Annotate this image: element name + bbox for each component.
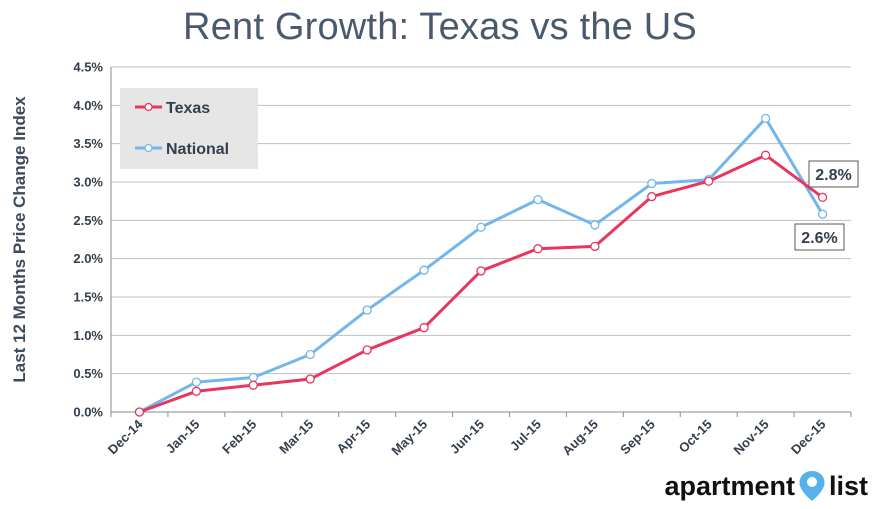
y-tick-label: 3.0% [73,175,103,190]
x-tick-label: Sep-15 [617,417,658,458]
data-point-national [760,113,771,124]
legend-box [120,88,258,169]
legend: Texas National [120,88,258,169]
y-tick-label: 0.5% [73,366,103,381]
x-tick-label: Mar-15 [276,417,316,457]
data-point-texas [704,176,714,186]
y-tick-label: 1.5% [73,290,103,305]
callout-box [794,223,845,251]
x-tick-label: Aug-15 [559,417,601,459]
y-tick-label: 4.0% [73,98,103,113]
x-tick-label: Jan-15 [163,417,203,457]
legend-label-national: National [166,141,229,158]
data-point-texas [533,244,543,254]
data-point-texas [305,374,315,384]
x-tick-label: Jun-15 [447,417,487,457]
x-tick-label: Feb-15 [219,417,259,457]
y-axis-label: Last 12 Months Price Change Index [10,96,29,383]
x-tick-label: May-15 [388,417,430,459]
apartment-list-logo: apartment list [664,469,868,503]
legend-label-texas: Texas [166,100,210,117]
data-point-national [191,377,202,387]
data-point-national [817,209,828,219]
data-point-national [476,222,486,232]
data-point-texas [191,386,202,396]
y-tick-label: 0.0% [73,405,103,420]
data-point-texas [760,150,771,160]
y-tick-label: 2.0% [73,251,103,266]
callout-box [808,160,859,188]
data-point-texas [248,380,258,390]
legend-marker-national [144,143,153,153]
data-point-texas [590,241,600,252]
data-point-national [419,265,429,275]
y-axis-ticks: 0.0% 0.5% 1.0% 1.5% 2.0% 2.5% 3.0% 3.5% 4.0% 4.5% [73,60,103,420]
data-point-texas [647,191,657,202]
data-point-texas [134,407,145,417]
x-tick-label: Apr-15 [334,417,374,457]
x-tick-label: Jul-15 [507,417,544,454]
y-tick-label: 2.5% [73,213,103,228]
data-point-texas [476,266,486,276]
logo-text-left: apartment [664,470,795,501]
callout-label: 2.8% [815,167,851,184]
y-tick-label: 1.0% [73,328,103,343]
series-lines [134,113,828,417]
y-tick-label: 3.5% [73,136,103,151]
x-tick-label: Dec-15 [788,417,829,458]
chart-title: Rent Growth: Texas vs the US [183,6,697,48]
data-point-texas [817,192,828,202]
map-pin-icon [799,471,825,501]
x-tick-label: Oct-15 [676,417,715,456]
callout-label: 2.6% [801,230,837,247]
data-point-national [590,220,600,230]
data-point-national [362,305,372,315]
data-point-national [647,178,657,189]
logo-text-right: list [828,470,868,501]
legend-marker-texas [144,102,153,112]
data-point-national [305,349,315,360]
callouts: 2.8% 2.6% [794,160,859,251]
data-point-national [533,194,543,205]
data-point-national [248,372,258,383]
x-tick-label: Nov-15 [730,417,771,458]
y-tick-label: 4.5% [73,60,103,75]
data-point-texas [419,323,429,333]
x-tick-label: Dec-14 [105,416,146,457]
data-point-texas [362,345,372,355]
x-axis-ticks: Dec-14 Jan-15 Feb-15 Mar-15 Apr-15 May-15 Jun-… [105,412,852,459]
